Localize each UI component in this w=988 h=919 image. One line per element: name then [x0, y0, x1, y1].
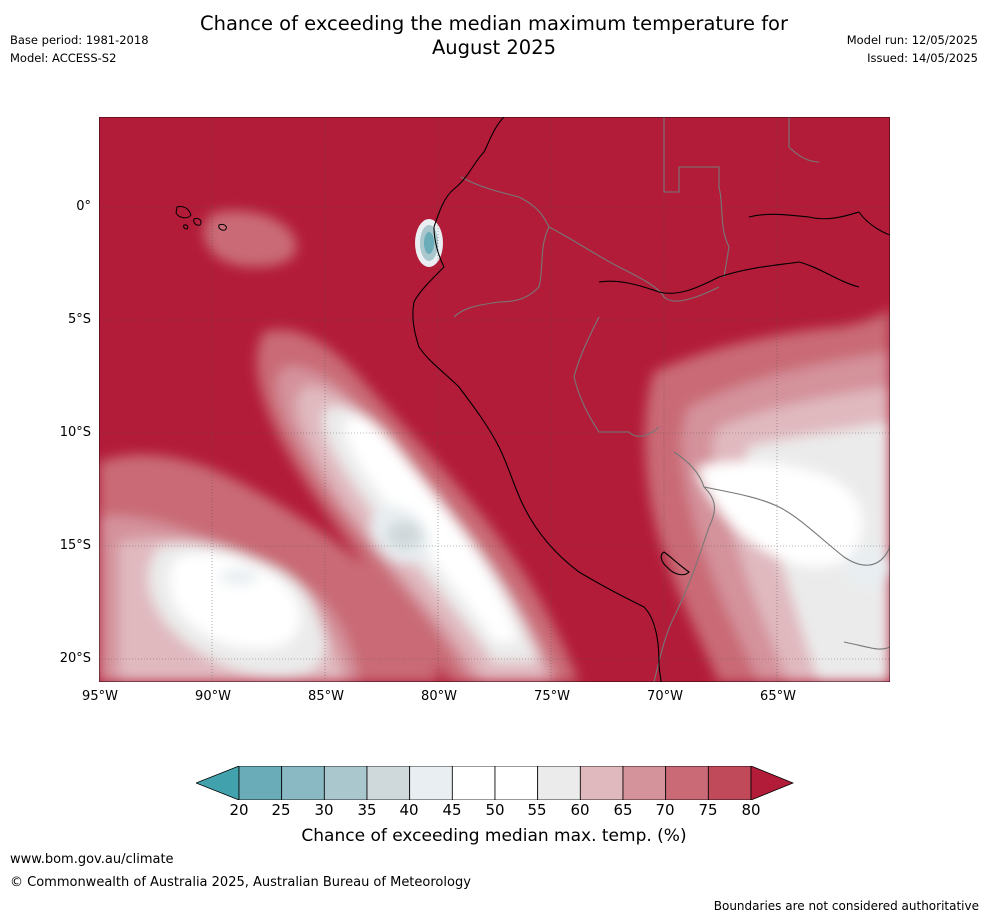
- amazon-river-coastline: [748, 211, 890, 236]
- colorbar-tick-40: 40: [399, 801, 419, 819]
- colorbar-tick-55: 55: [527, 801, 547, 819]
- colorbar-under-arrow: [196, 766, 240, 800]
- colorbar: [196, 766, 794, 800]
- colorbar-segment-60-65: [579, 766, 624, 800]
- lon-tick-90w: 90°W: [195, 689, 231, 704]
- forecast-map: [99, 117, 890, 682]
- lake-titicaca: [660, 551, 690, 576]
- lon-tick-75w: 75°W: [534, 689, 570, 704]
- contour-region-40-45-east: [844, 547, 890, 587]
- chart-title: Chance of exceeding the median maximum t…: [0, 12, 988, 60]
- coastlines: [412, 117, 890, 682]
- colorbar-segment-75-80: [707, 766, 752, 800]
- colorbar-segment-45-50: [451, 766, 496, 800]
- run-info: Model run: 12/05/2025 Issued: 14/05/2025: [847, 31, 978, 67]
- galapagos-islands: [175, 206, 227, 231]
- graticule: [99, 117, 890, 682]
- model-name: Model: ACCESS-S2: [10, 51, 117, 65]
- lat-tick-15s: 15°S: [59, 538, 91, 553]
- lon-tick-95w: 95°W: [82, 689, 118, 704]
- base-period: Base period: 1981-2018: [10, 33, 149, 47]
- issued-date: Issued: 14/05/2025: [867, 51, 978, 65]
- colorbar-segment-30-35: [323, 766, 368, 800]
- colorbar-tick-70: 70: [655, 801, 675, 819]
- title-line-1: Chance of exceeding the median maximum t…: [199, 12, 789, 35]
- contour-region-45-55-south: [169, 552, 301, 649]
- colorbar-label: Chance of exceeding median max. temp. (%…: [301, 826, 687, 846]
- colorbar-tick-35: 35: [357, 801, 377, 819]
- lon-tick-85w: 85°W: [308, 689, 344, 704]
- title-line-2: August 2025: [431, 36, 557, 59]
- contour-region-45-55-tongue: [344, 416, 519, 642]
- south-america-west-coast: [412, 117, 662, 682]
- lon-tick-80w: 80°W: [421, 689, 457, 704]
- boundary-disclaimer: Boundaries are not considered authoritat…: [713, 899, 979, 913]
- model-run: Model run: 12/05/2025: [846, 33, 978, 47]
- colorbar-segment-55-60: [537, 766, 581, 800]
- model-info: Base period: 1981-2018 Model: ACCESS-S2: [10, 31, 149, 67]
- colorbar-tick-80: 80: [741, 801, 761, 819]
- contour-region-35-40-offshore: [386, 521, 422, 549]
- colorbar-tick-45: 45: [442, 801, 462, 819]
- colorbar-tick-65: 65: [613, 801, 633, 819]
- colorbar-segments: [238, 766, 752, 800]
- country-boundaries: [453, 117, 890, 682]
- lat-tick-20s: 20°S: [59, 651, 91, 666]
- colorbar-tick-30: 30: [314, 801, 334, 819]
- colorbar-segment-65-70: [622, 766, 667, 800]
- colorbar-tick-75: 75: [698, 801, 718, 819]
- colorbar-over-arrow: [750, 766, 794, 800]
- colorbar-tick-25: 25: [271, 801, 291, 819]
- colorbar-segment-25-30: [281, 766, 325, 800]
- map-frame: [99, 117, 890, 682]
- colorbar-segment-70-75: [665, 766, 709, 800]
- coastal-anomaly: [415, 219, 443, 267]
- colorbar-tick-20: 20: [229, 801, 249, 819]
- colorbar-tick-50: 50: [485, 801, 505, 819]
- colorbar-tick-60: 60: [570, 801, 590, 819]
- website-link[interactable]: www.bom.gov.au/climate: [10, 852, 174, 867]
- lat-tick-10s: 10°S: [59, 425, 91, 440]
- lon-tick-70w: 70°W: [647, 689, 683, 704]
- contour-region-70-75-offshore: [204, 210, 297, 267]
- probability-contours: [99, 210, 890, 682]
- copyright-notice: © Commonwealth of Australia 2025, Austra…: [10, 875, 471, 890]
- lat-tick-5s: 5°S: [67, 312, 91, 327]
- lon-tick-65w: 65°W: [760, 689, 796, 704]
- colorbar-segment-50-55: [494, 766, 539, 800]
- colorbar-segment-20-25: [238, 766, 283, 800]
- colorbar-segment-40-45: [409, 766, 453, 800]
- contour-region-40-45-southwest: [219, 569, 259, 585]
- colorbar-segment-35-40: [366, 766, 411, 800]
- contour-region-45-55-east: [698, 461, 863, 567]
- amazon-river: [598, 261, 860, 294]
- lat-tick-0: 0°: [76, 199, 91, 214]
